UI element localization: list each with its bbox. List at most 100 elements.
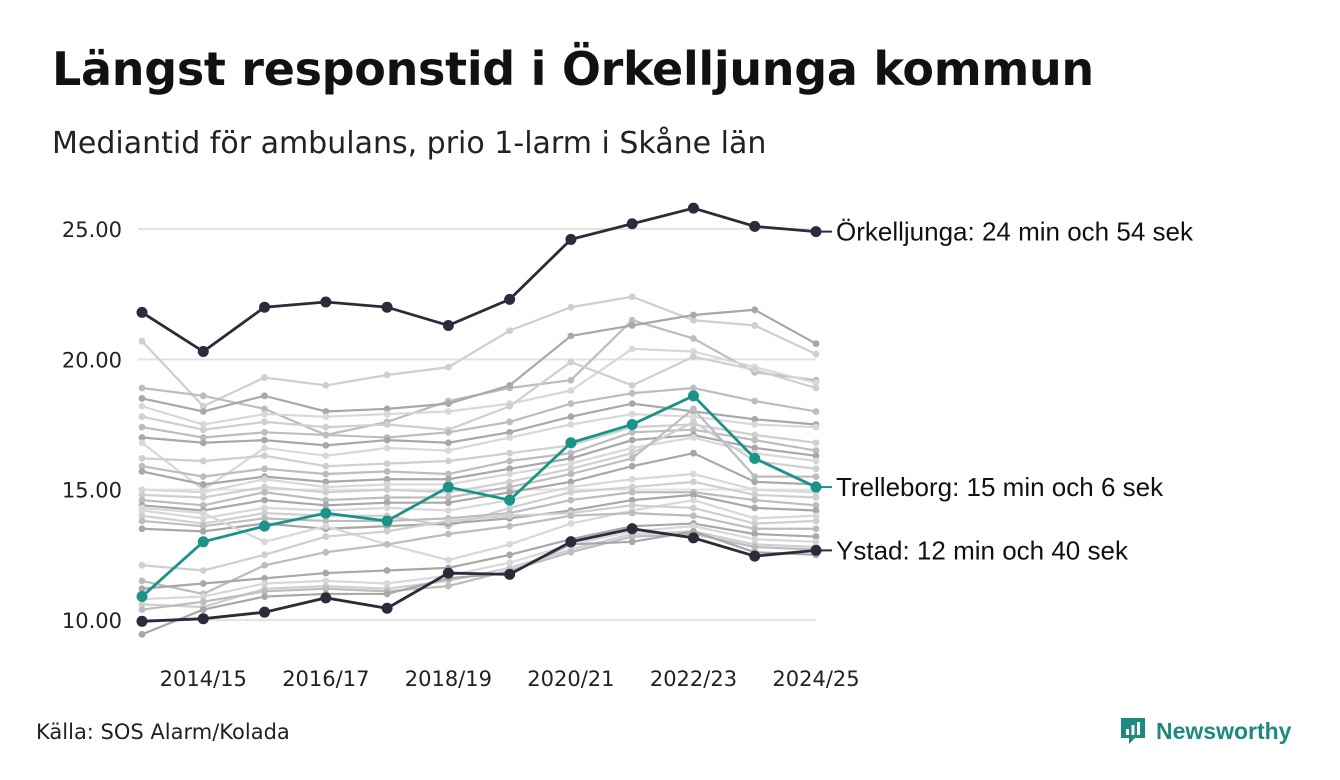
background-series-point <box>444 457 452 465</box>
background-series-point <box>322 483 330 491</box>
background-series-point <box>138 517 146 525</box>
background-series-point <box>506 478 514 486</box>
background-series-point <box>567 478 575 486</box>
background-series-point <box>138 413 146 421</box>
background-series-point <box>199 598 207 606</box>
background-series-point <box>751 491 759 499</box>
background-series-point <box>628 400 636 408</box>
background-series-point <box>567 387 575 395</box>
background-series-point <box>138 462 146 470</box>
background-series-point <box>812 512 820 520</box>
background-series-point <box>261 514 268 522</box>
background-series-point <box>199 457 207 465</box>
chart-title: Längst responstid i Örkelljunga kommun <box>52 42 1094 96</box>
background-series-line <box>141 436 817 494</box>
background-series-point <box>812 533 820 540</box>
background-series-point <box>751 436 759 444</box>
trelleborg-point <box>197 536 209 548</box>
background-series-point <box>261 465 268 473</box>
trelleborg-point <box>504 494 516 506</box>
background-series-point <box>383 567 391 574</box>
background-series-point <box>690 512 697 520</box>
background-series-point <box>261 538 268 546</box>
background-series-point <box>751 431 759 439</box>
background-series-line <box>141 532 817 611</box>
background-series-point <box>628 345 636 353</box>
background-series-point <box>690 491 697 499</box>
background-series-point <box>567 460 575 467</box>
background-series-point <box>628 389 636 397</box>
background-series-point <box>322 585 330 593</box>
background-series-point <box>628 475 636 483</box>
background-series-point <box>199 392 207 400</box>
background-series-point <box>690 426 697 434</box>
background-series-point <box>751 306 759 314</box>
background-series-point <box>812 525 820 533</box>
background-series-point <box>506 418 514 426</box>
-rkelljunga-point <box>259 301 271 313</box>
background-series-point <box>138 439 146 447</box>
background-series-point <box>567 483 575 491</box>
background-series-point <box>383 486 391 494</box>
background-series-point <box>261 551 268 559</box>
background-series-point <box>751 366 759 374</box>
background-series-point <box>690 496 697 504</box>
background-series-point <box>322 382 330 389</box>
background-series-point <box>628 436 636 444</box>
background-series-point <box>628 501 636 509</box>
-rkelljunga-point <box>687 202 699 214</box>
background-series-point <box>444 475 452 483</box>
background-series-point <box>383 468 391 475</box>
background-series-point <box>567 376 575 384</box>
background-series-point <box>199 567 207 574</box>
ystad-point <box>626 523 638 535</box>
background-series-point <box>690 470 697 478</box>
background-series-line <box>141 386 817 439</box>
background-series-point <box>199 494 207 501</box>
background-series-point <box>261 504 268 512</box>
background-series-point <box>506 522 514 530</box>
ystad-point <box>259 606 271 618</box>
background-series-point <box>690 413 697 421</box>
background-series-point <box>444 470 452 478</box>
background-series-point <box>138 585 146 593</box>
ystad-point <box>749 550 761 562</box>
background-series-point <box>506 559 514 567</box>
background-series-point <box>690 353 697 361</box>
background-series-point <box>567 303 575 311</box>
background-series-point <box>751 543 759 551</box>
background-series <box>138 293 820 638</box>
background-series-point <box>751 520 759 527</box>
background-series-point <box>567 496 575 504</box>
background-series-point <box>199 421 207 428</box>
background-series-point <box>444 439 452 447</box>
ystad-line <box>141 527 817 623</box>
background-series-line <box>141 295 817 408</box>
background-series-point <box>322 522 330 530</box>
background-series-point <box>261 436 268 444</box>
background-series-point <box>567 332 575 340</box>
background-series-point <box>444 400 452 408</box>
background-series-point <box>138 561 146 569</box>
background-series-point <box>322 533 330 540</box>
background-series-point <box>199 481 207 488</box>
background-series-point <box>628 454 636 462</box>
background-series-point <box>506 402 514 410</box>
background-series-line <box>141 402 817 447</box>
background-series-point <box>812 507 820 514</box>
end-labels: Örkelljunga: 24 min och 54 sek Trelleborg… <box>816 217 1194 565</box>
background-series-point <box>567 454 575 462</box>
background-series-point <box>383 580 391 587</box>
background-series-line <box>141 428 817 478</box>
newsworthy-logo-icon <box>1121 718 1145 744</box>
background-series-point <box>199 426 207 434</box>
background-series-point <box>751 473 759 481</box>
background-series-point <box>261 580 268 587</box>
background-series-point <box>690 405 697 413</box>
background-series-point <box>383 436 391 444</box>
background-series-point <box>567 400 575 408</box>
brand-logo[interactable]: Newsworthy <box>1118 715 1291 747</box>
background-series-point <box>506 465 514 473</box>
background-series-point <box>383 444 391 452</box>
background-series-point <box>444 556 452 564</box>
